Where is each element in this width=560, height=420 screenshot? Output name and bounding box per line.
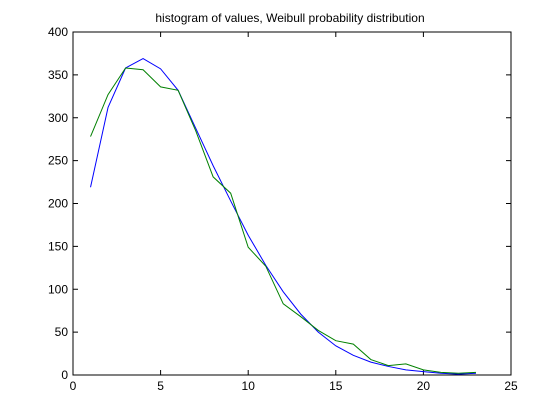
y-tick-label: 400 <box>48 25 68 39</box>
x-tick-label: 20 <box>417 379 431 393</box>
y-tick-label: 100 <box>48 282 68 296</box>
axes-box <box>72 31 512 376</box>
x-tick-label: 0 <box>70 379 77 393</box>
x-tick-label: 25 <box>504 379 518 393</box>
y-tick-label: 200 <box>48 197 68 211</box>
y-tick-label: 150 <box>48 239 68 253</box>
y-tick-label: 0 <box>61 368 68 382</box>
chart-title: histogram of values, Weibull probability… <box>155 11 424 25</box>
y-tick-label: 250 <box>48 154 68 168</box>
x-tick-label: 5 <box>157 379 164 393</box>
y-tick-label: 50 <box>55 325 69 339</box>
x-tick-label: 15 <box>329 379 343 393</box>
y-tick-label: 300 <box>48 111 68 125</box>
y-tick-label: 350 <box>48 68 68 82</box>
x-tick-label: 10 <box>242 379 256 393</box>
series-line-2 <box>90 67 476 374</box>
series-line-1 <box>90 58 476 375</box>
